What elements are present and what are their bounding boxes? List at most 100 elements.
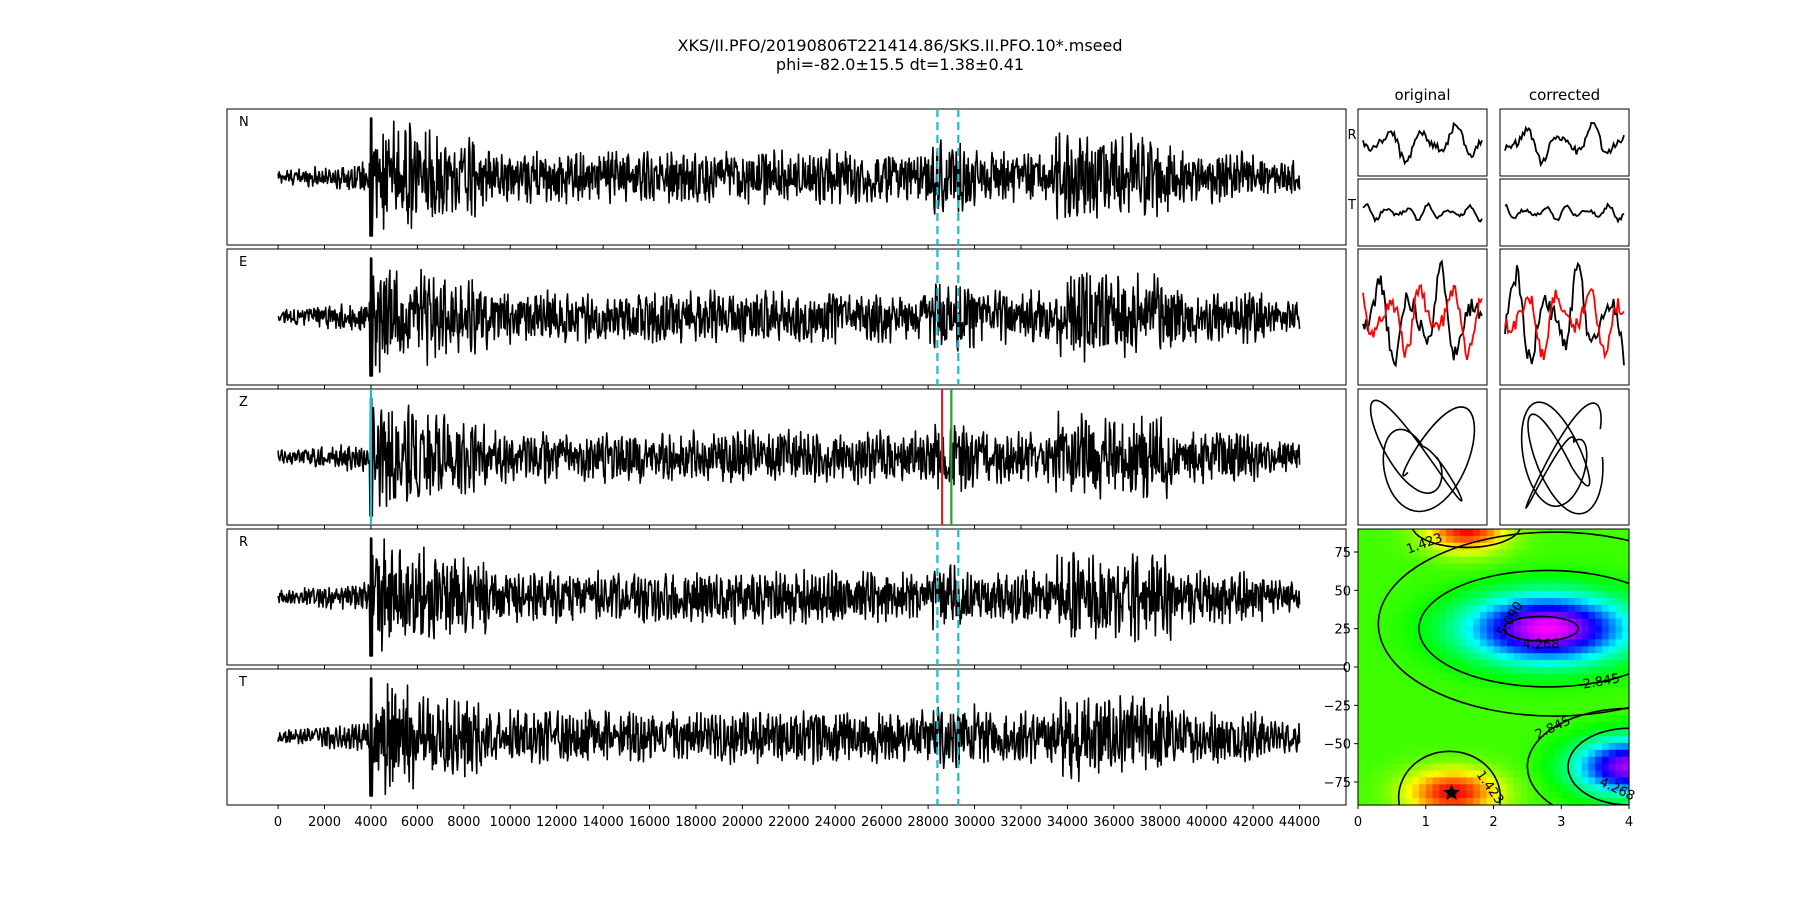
heat-cell bbox=[1554, 535, 1562, 544]
heat-cell bbox=[1540, 584, 1549, 592]
heat-cell bbox=[1439, 529, 1447, 537]
heat-cell bbox=[1581, 570, 1589, 578]
heat-cell bbox=[1418, 694, 1427, 703]
heat-cell bbox=[1391, 570, 1400, 578]
heat-cell bbox=[1405, 598, 1413, 606]
heat-cell bbox=[1527, 708, 1535, 716]
heat-cell bbox=[1622, 756, 1630, 765]
heat-cell bbox=[1622, 763, 1630, 772]
heat-cell bbox=[1601, 673, 1610, 682]
heat-cell bbox=[1432, 639, 1440, 647]
heat-cell bbox=[1358, 632, 1366, 640]
heat-cell bbox=[1398, 784, 1407, 792]
heat-cell bbox=[1425, 722, 1434, 730]
heat-cell bbox=[1446, 535, 1454, 544]
heat-cell bbox=[1581, 708, 1589, 716]
heat-cell bbox=[1520, 611, 1528, 620]
heat-cell bbox=[1446, 742, 1454, 751]
heat-cell bbox=[1540, 798, 1549, 806]
heat-cell bbox=[1439, 653, 1447, 661]
heat-cell bbox=[1425, 798, 1434, 806]
heat-cell bbox=[1547, 694, 1556, 703]
heat-cell bbox=[1561, 563, 1569, 571]
heat-cell bbox=[1398, 736, 1407, 744]
heat-cell bbox=[1622, 556, 1630, 565]
heat-cell bbox=[1547, 680, 1556, 689]
heat-cell bbox=[1452, 577, 1461, 585]
heat-cell bbox=[1446, 529, 1454, 537]
heat-cell bbox=[1588, 625, 1596, 634]
heat-cell bbox=[1534, 791, 1542, 799]
heat-cell bbox=[1385, 784, 1393, 792]
heat-cell bbox=[1547, 598, 1556, 606]
heat-cell bbox=[1574, 556, 1583, 565]
heat-cell bbox=[1561, 770, 1569, 778]
heat-cell bbox=[1601, 653, 1610, 661]
heat-cell bbox=[1398, 639, 1407, 647]
heat-cell bbox=[1446, 722, 1454, 730]
heat-cell bbox=[1358, 736, 1366, 744]
heat-cell bbox=[1500, 784, 1508, 792]
heat-cell bbox=[1385, 591, 1393, 599]
heat-cell bbox=[1513, 777, 1522, 785]
heat-cell bbox=[1554, 577, 1562, 585]
heat-cell bbox=[1601, 570, 1610, 578]
heat-cell bbox=[1588, 591, 1596, 599]
heat-cell bbox=[1432, 632, 1440, 640]
heat-cell bbox=[1507, 791, 1515, 799]
heat-cell bbox=[1540, 791, 1549, 799]
heat-cell bbox=[1398, 549, 1407, 558]
heat-cell bbox=[1425, 535, 1434, 544]
heat-cell bbox=[1554, 784, 1562, 792]
heat-cell bbox=[1466, 660, 1474, 668]
heat-cell bbox=[1581, 577, 1589, 585]
heat-cell bbox=[1513, 563, 1522, 571]
heat-cell bbox=[1554, 729, 1562, 737]
heat-cell bbox=[1608, 791, 1617, 799]
heat-cell bbox=[1425, 667, 1434, 675]
heat-cell bbox=[1493, 660, 1501, 668]
heat-cell bbox=[1486, 736, 1495, 744]
heat-cell bbox=[1418, 777, 1427, 785]
heat-cell bbox=[1588, 542, 1596, 551]
heat-cell bbox=[1385, 729, 1393, 737]
heat-cell bbox=[1527, 770, 1535, 778]
heat-cell bbox=[1473, 570, 1481, 578]
heat-cell bbox=[1574, 604, 1583, 613]
heat-cell bbox=[1425, 687, 1434, 696]
heat-cell bbox=[1568, 742, 1576, 751]
heat-cell bbox=[1466, 784, 1474, 792]
heat-cell bbox=[1601, 715, 1610, 723]
heat-cell bbox=[1622, 708, 1630, 716]
heat-cell bbox=[1385, 598, 1393, 606]
heat-cell bbox=[1513, 694, 1522, 703]
heat-cell bbox=[1615, 701, 1623, 709]
heat-cell bbox=[1432, 584, 1440, 592]
heat-cell bbox=[1568, 729, 1576, 737]
heat-cell bbox=[1534, 563, 1542, 571]
heat-cell bbox=[1561, 798, 1569, 806]
heat-cell bbox=[1446, 549, 1454, 558]
heat-cell bbox=[1520, 584, 1528, 592]
heat-cell bbox=[1412, 611, 1420, 620]
heat-cell bbox=[1412, 736, 1420, 744]
heat-cell bbox=[1493, 784, 1501, 792]
heat-cell bbox=[1588, 749, 1596, 758]
heat-cell bbox=[1459, 604, 1468, 613]
heat-cell bbox=[1527, 611, 1535, 620]
heat-cell bbox=[1547, 625, 1556, 634]
heat-cell bbox=[1425, 653, 1434, 661]
heat-cell bbox=[1459, 680, 1468, 689]
heat-cell bbox=[1493, 694, 1501, 703]
heat-cell bbox=[1446, 680, 1454, 689]
heat-cell bbox=[1466, 742, 1474, 751]
heat-cell bbox=[1459, 618, 1468, 627]
heat-cell bbox=[1554, 701, 1562, 709]
heat-cell bbox=[1561, 618, 1569, 627]
heat-cell bbox=[1466, 722, 1474, 730]
heat-cell bbox=[1364, 598, 1373, 606]
heat-cell bbox=[1534, 701, 1542, 709]
heat-cell bbox=[1568, 667, 1576, 675]
heat-cell bbox=[1385, 715, 1393, 723]
heat-cell bbox=[1486, 701, 1495, 709]
